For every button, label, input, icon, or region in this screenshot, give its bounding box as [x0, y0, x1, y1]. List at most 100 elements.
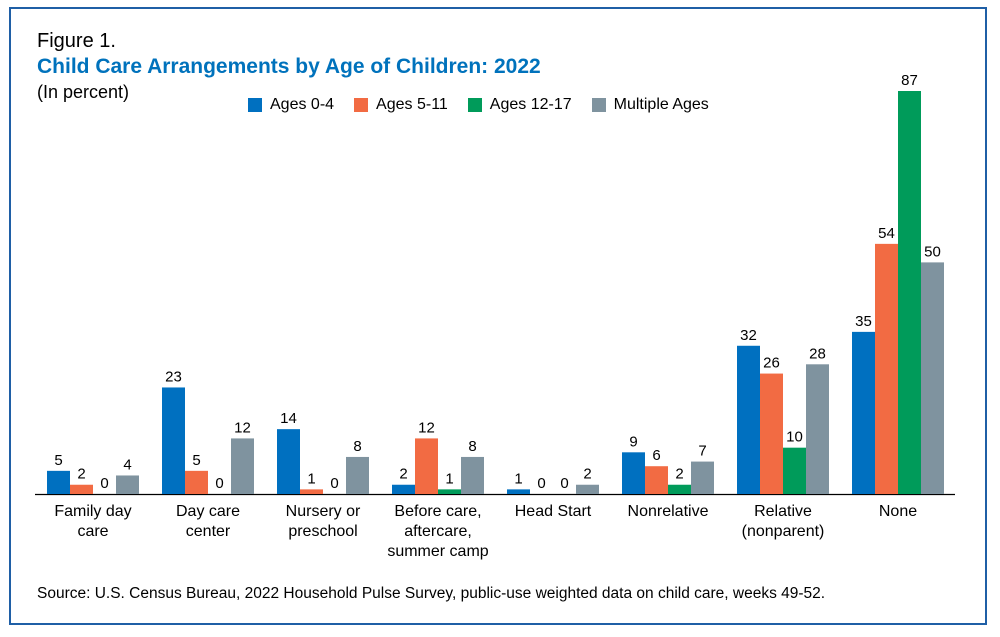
bar-value-label: 8	[468, 438, 476, 455]
x-tick-label-line: Nursery or	[286, 503, 361, 520]
bar-value-label: 9	[629, 433, 637, 450]
bar	[392, 484, 415, 494]
x-tick-label: Nursery or preschool	[286, 503, 361, 540]
bar-value-label: 0	[537, 475, 545, 492]
legend-item-ages-5-11: Ages 5-11	[354, 96, 448, 114]
bar-value-label: 6	[652, 447, 660, 464]
bar	[507, 489, 530, 494]
bar	[346, 456, 369, 494]
bar-value-label: 5	[192, 452, 200, 469]
legend: Ages 0-4 Ages 5-11 Ages 12-17 Multiple A…	[248, 96, 729, 114]
x-tick-label: Family day care	[54, 503, 131, 540]
bar-value-label: 50	[924, 243, 941, 260]
legend-swatch	[467, 98, 482, 112]
figure-frame	[9, 7, 987, 625]
x-tick-label: Relative (nonparent)	[742, 503, 825, 540]
x-tick-label-line: Day care	[176, 503, 240, 520]
bar-value-label: 12	[418, 419, 435, 436]
legend-label: Ages 5-11	[376, 96, 448, 113]
x-tick-label-line: summer camp	[387, 543, 488, 560]
legend-item-multiple-ages: Multiple Ages	[591, 96, 709, 114]
bar	[783, 447, 806, 494]
bar	[737, 345, 760, 494]
legend-item-ages-12-17: Ages 12-17	[467, 96, 572, 114]
bar-value-label: 23	[165, 368, 182, 385]
bar-value-label: 28	[809, 345, 826, 362]
bar	[921, 262, 944, 494]
bar-value-label: 10	[786, 429, 803, 446]
x-tick-label-line: Nonrelative	[628, 503, 709, 520]
x-tick-label-line: aftercare,	[404, 523, 472, 540]
bar-value-label: 2	[583, 466, 591, 483]
chart-title: Child Care Arrangements by Age of Childr…	[37, 55, 541, 78]
bar-value-label: 87	[901, 72, 918, 89]
x-tick-label-line: care	[77, 523, 108, 540]
bar	[576, 484, 599, 494]
bar-value-label: 1	[307, 470, 315, 487]
bar-value-label: 8	[353, 438, 361, 455]
x-tick-label: Day care center	[176, 503, 240, 540]
legend-swatch	[354, 98, 369, 112]
bar-value-label: 2	[399, 466, 407, 483]
legend-label: Multiple Ages	[613, 96, 709, 113]
bar-value-label: 26	[763, 355, 780, 372]
bar	[70, 484, 93, 494]
bar-value-label: 54	[878, 225, 895, 242]
x-tick-label-line: None	[879, 503, 917, 520]
bar	[185, 470, 208, 494]
x-tick-label: Head Start	[515, 503, 592, 520]
legend-label: Ages 12-17	[489, 96, 572, 113]
bar-value-label: 1	[445, 470, 453, 487]
x-tick-label-line: (nonparent)	[742, 523, 825, 540]
bar	[231, 438, 254, 494]
bar	[461, 456, 484, 494]
x-tick-label-line: Relative	[754, 503, 812, 520]
bar-value-label: 12	[234, 419, 251, 436]
bar	[668, 484, 691, 494]
bar-value-label: 0	[215, 475, 223, 492]
x-tick-label-line: center	[186, 523, 231, 540]
bar	[760, 373, 783, 494]
bar-value-label: 35	[855, 313, 872, 330]
bar-value-label: 2	[675, 466, 683, 483]
bar	[622, 452, 645, 494]
bar	[852, 331, 875, 494]
bar-value-label: 7	[698, 443, 706, 460]
x-tick-label: Nonrelative	[628, 503, 709, 520]
figure-label: Figure 1.	[37, 30, 116, 52]
source-note: Source: U.S. Census Bureau, 2022 Househo…	[37, 585, 826, 602]
x-tick-label: Before care, aftercare, summer camp	[387, 503, 488, 560]
legend-label: Ages 0-4	[270, 96, 335, 113]
bar-value-label: 32	[740, 327, 757, 344]
x-tick-label: None	[879, 503, 917, 520]
x-tick-label-line: preschool	[288, 523, 357, 540]
bar-value-label: 5	[54, 452, 62, 469]
bar	[300, 489, 323, 494]
bar-value-label: 1	[514, 470, 522, 487]
bar	[898, 91, 921, 494]
bar-value-label: 2	[77, 466, 85, 483]
bar	[438, 489, 461, 494]
bar	[47, 470, 70, 494]
x-tick-label-line: Before care,	[394, 503, 481, 520]
x-tick-label-line: Head Start	[515, 503, 592, 520]
bar-value-label: 14	[280, 410, 297, 427]
bar	[691, 461, 714, 494]
legend-swatch	[591, 98, 606, 112]
bar	[277, 429, 300, 494]
bar	[806, 364, 829, 494]
bar	[875, 243, 898, 494]
bar-value-label: 0	[330, 475, 338, 492]
x-tick-label-line: Family day	[54, 503, 131, 520]
bar	[415, 438, 438, 494]
bar-value-label: 0	[560, 475, 568, 492]
bar-value-label: 4	[123, 456, 131, 473]
chart-subtitle: (In percent)	[37, 82, 130, 102]
bar	[645, 466, 668, 494]
bar-value-label: 0	[100, 475, 108, 492]
legend-item-ages-0-4: Ages 0-4	[248, 96, 334, 114]
bar	[162, 387, 185, 494]
legend-swatch	[248, 98, 262, 112]
bar	[116, 475, 139, 494]
